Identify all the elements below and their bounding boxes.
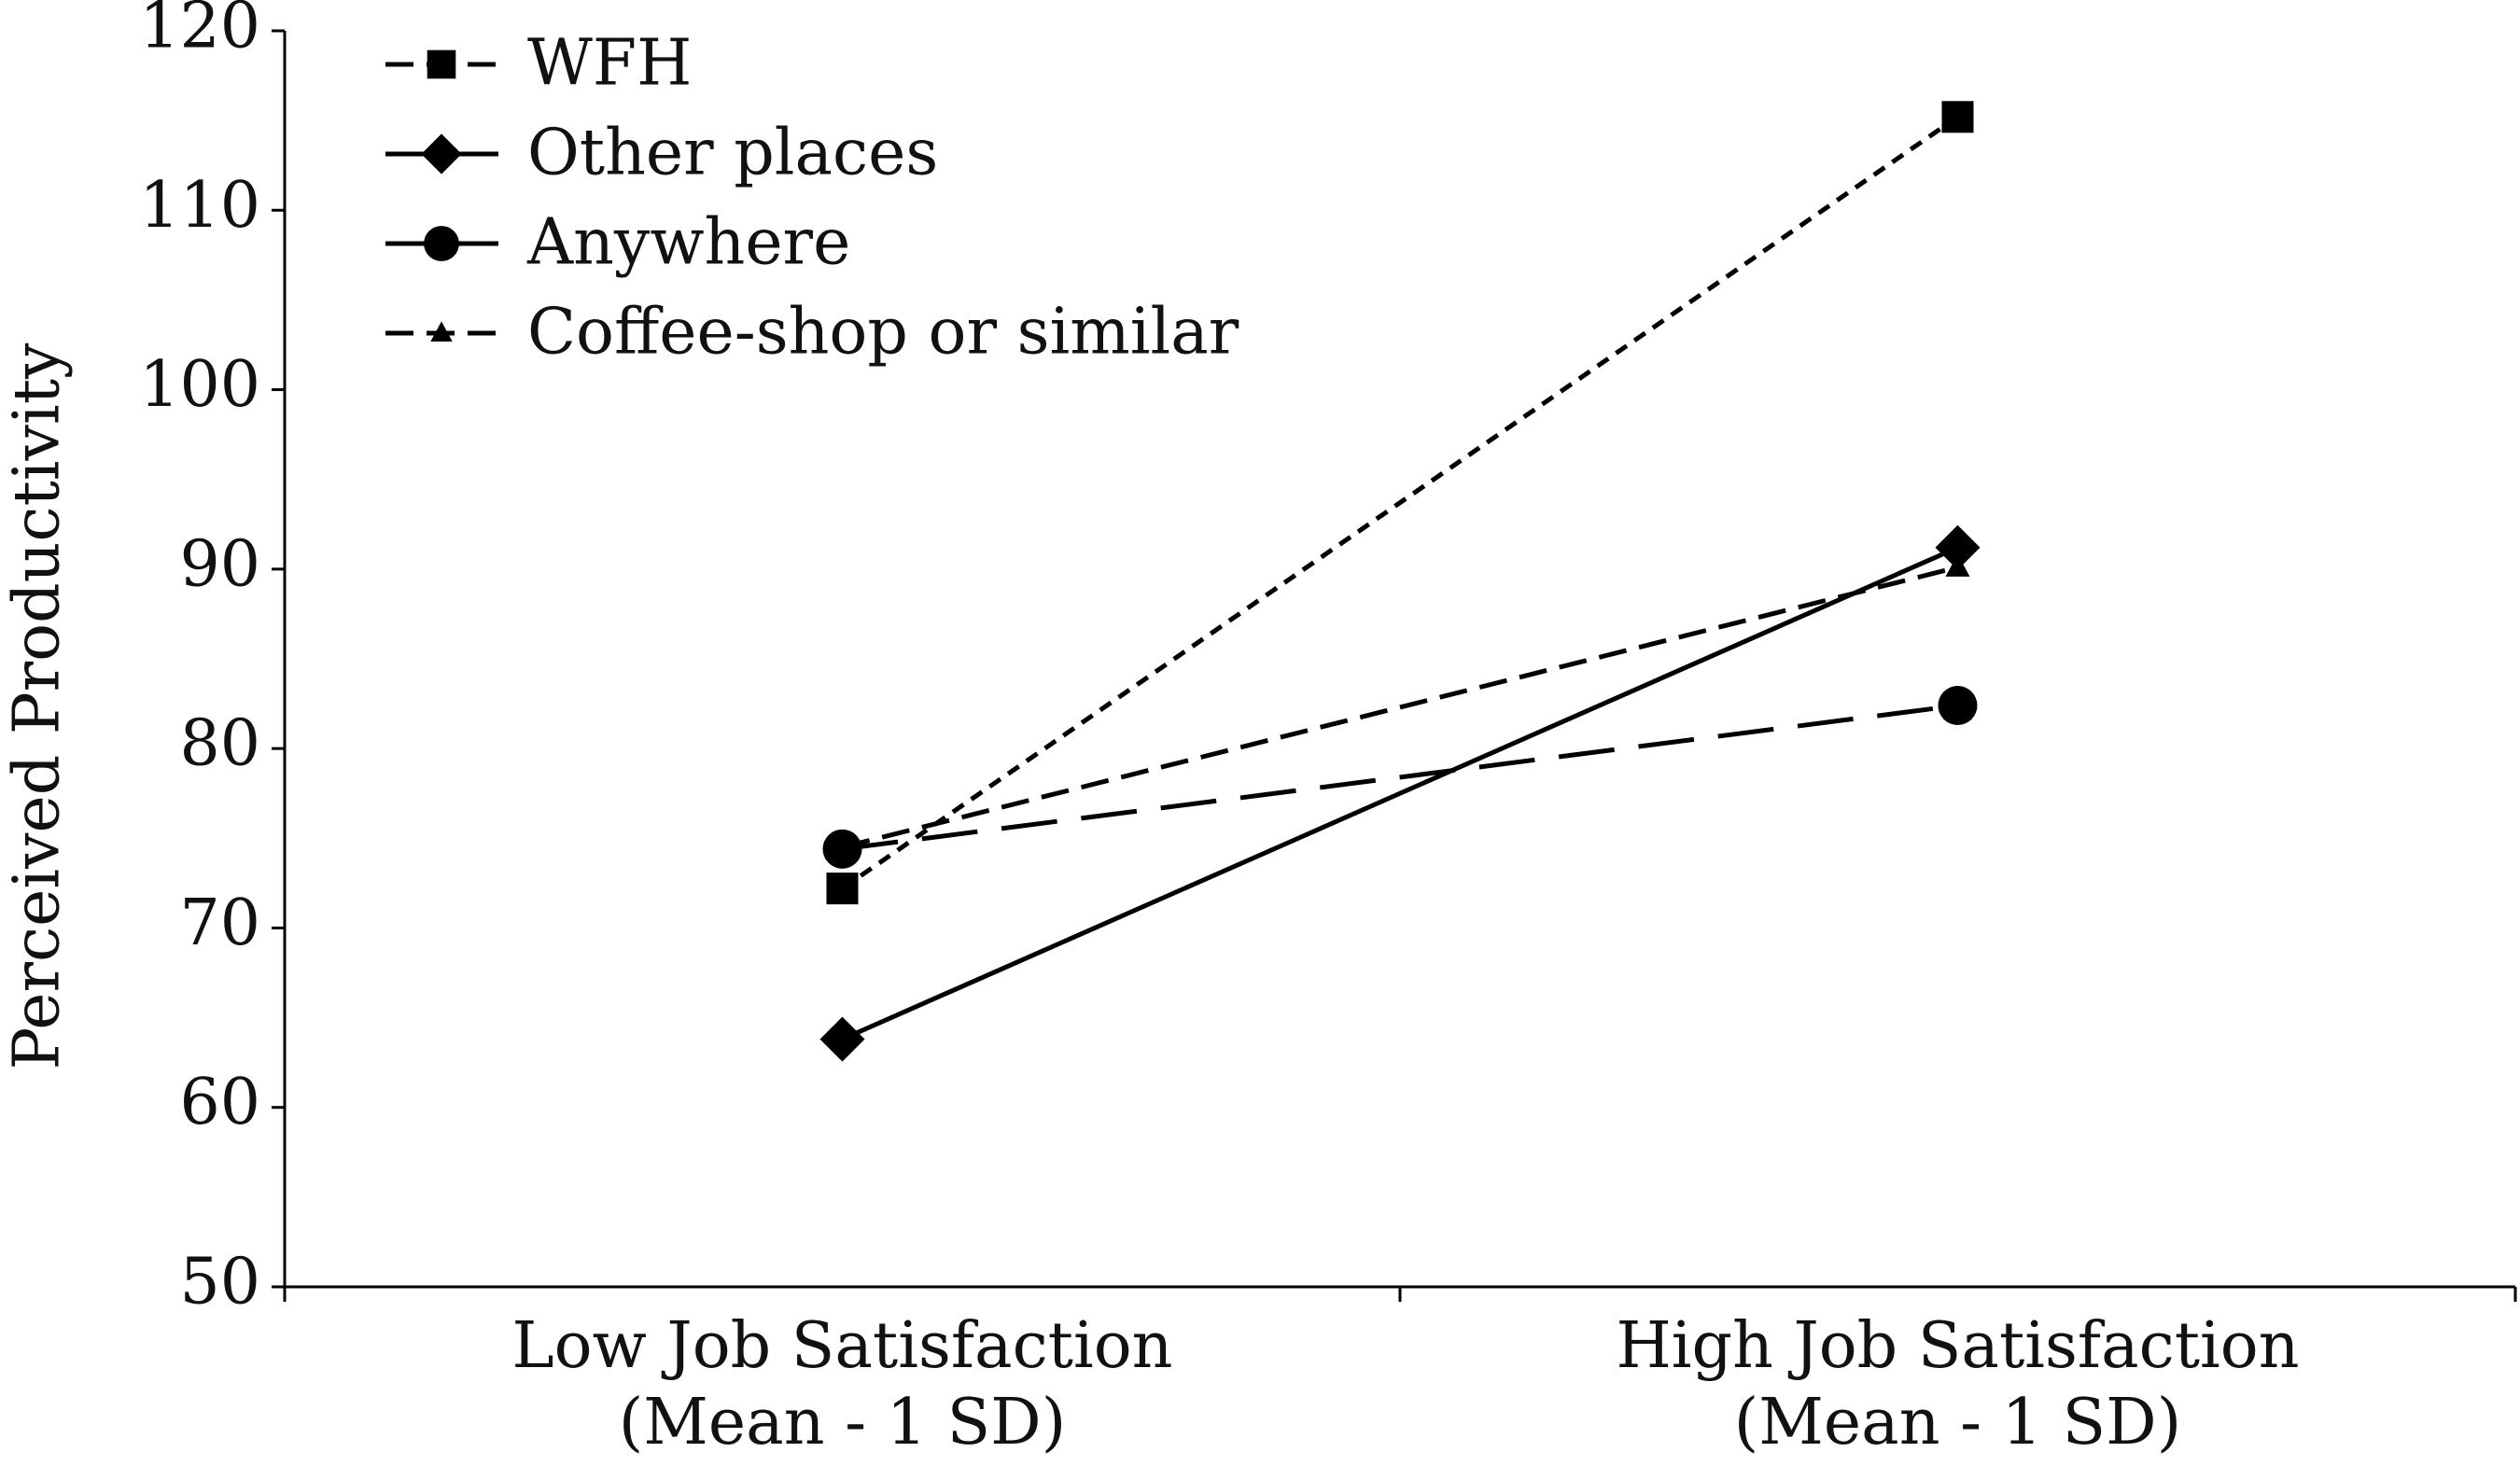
legend-label: WFH	[527, 27, 692, 101]
legend-marker	[427, 49, 456, 79]
marker	[826, 873, 859, 905]
y-tick-label: 120	[139, 0, 260, 63]
marker	[1941, 101, 1974, 133]
legend-label: Other places	[527, 117, 938, 190]
y-tick-label: 70	[179, 887, 260, 960]
y-tick-label: 90	[179, 527, 260, 601]
y-tick-label: 50	[179, 1246, 260, 1319]
marker	[1935, 524, 1981, 570]
legend-label: Coffee-shop or similar	[527, 296, 1239, 370]
y-tick-label: 80	[179, 707, 260, 781]
series-line	[842, 703, 1958, 852]
y-tick-label: 100	[139, 348, 260, 422]
marker	[1938, 685, 1978, 725]
marker	[830, 833, 855, 857]
legend-label: Anywhere	[526, 206, 850, 280]
legend-marker	[424, 226, 459, 261]
legend-marker	[430, 321, 453, 342]
marker	[819, 1016, 865, 1062]
series-line	[841, 545, 1959, 1041]
legend-marker	[421, 133, 462, 175]
series-line	[841, 115, 1959, 891]
marker	[1945, 553, 1970, 577]
series-line	[841, 565, 1959, 850]
x-tick-label: Low Job Satisfaction (Mean - 1 SD)	[512, 1309, 1173, 1459]
y-tick-label: 110	[139, 169, 260, 243]
x-tick-label: High Job Satisfaction (Mean - 1 SD)	[1616, 1309, 2299, 1459]
y-axis-title: Perceived Productivity	[1, 342, 75, 1069]
y-tick-label: 60	[179, 1066, 260, 1139]
